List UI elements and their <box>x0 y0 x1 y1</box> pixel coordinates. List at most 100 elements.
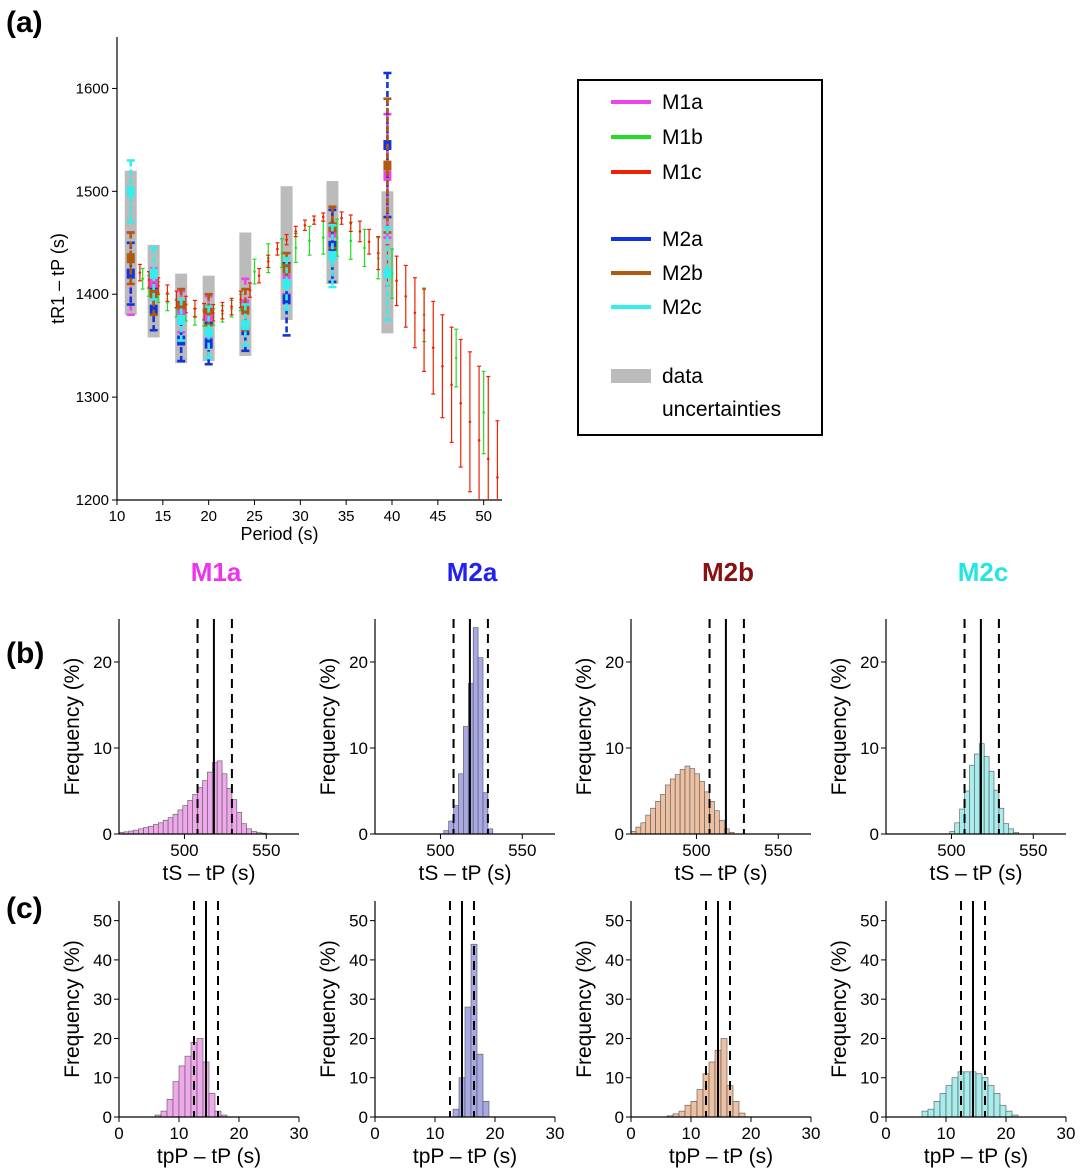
x-tick-label: 10 <box>426 1124 445 1143</box>
point-M1c <box>367 228 372 255</box>
y-axis-title: tR1 – tP (s) <box>48 233 68 324</box>
point-M1c <box>229 297 234 316</box>
histogram-bar <box>482 1100 490 1118</box>
point-M1c <box>275 242 280 256</box>
marker <box>422 328 426 332</box>
x-tick-label: 10 <box>682 1124 701 1143</box>
marker <box>138 271 142 274</box>
histogram-bar <box>988 770 995 835</box>
marker <box>253 270 256 273</box>
histogram-bar <box>157 822 164 835</box>
y-tick-label: 10 <box>93 739 112 758</box>
marker <box>363 246 366 250</box>
histogram-bar <box>933 1100 941 1118</box>
y-axis-title: Frequency (%) <box>61 658 84 796</box>
marker <box>294 230 298 233</box>
x-tick-label: 15 <box>154 508 171 525</box>
y-tick-label: 0 <box>615 1108 624 1127</box>
point-M2c <box>328 223 337 289</box>
point-M1c <box>220 301 225 320</box>
histogram-bar <box>957 1071 965 1118</box>
marker <box>358 230 362 233</box>
legend-label: M2c <box>662 296 702 319</box>
x-tick-label: 0 <box>114 1124 123 1143</box>
legend-label: M1a <box>662 91 703 114</box>
y-tick-label: 10 <box>349 739 368 758</box>
histogram-bar <box>690 1100 698 1118</box>
histogram-bar <box>226 788 233 835</box>
point-M2b <box>126 231 135 286</box>
x-tick-label: 0 <box>881 1124 890 1143</box>
y-tick-label: 30 <box>605 990 624 1009</box>
histogram-panel: M1a 0 10 20 500 550 tS – tP (s) Frequency (%) <box>61 557 299 885</box>
y-tick-label: 20 <box>860 1029 879 1048</box>
point-M1b <box>252 258 257 285</box>
histogram-bar <box>1003 823 1010 835</box>
y-tick-label: 30 <box>93 990 112 1009</box>
y-tick-label: 40 <box>605 951 624 970</box>
x-axis-title: tpP – tP (s) <box>157 1145 261 1168</box>
marker <box>312 218 316 222</box>
marker <box>486 457 490 461</box>
histogram-bar <box>470 943 478 1118</box>
point-M1c <box>266 254 271 269</box>
point-M2c <box>126 159 135 224</box>
legend-label: uncertainties <box>662 398 781 421</box>
point-M1c <box>412 277 417 349</box>
y-tick-label: 1600 <box>76 80 109 97</box>
histogram-bar <box>153 824 159 835</box>
histogram-bar <box>464 1006 472 1118</box>
histogram-bar <box>148 825 154 835</box>
x-tick-label: 550 <box>252 841 280 860</box>
x-tick-label: 45 <box>429 508 446 525</box>
y-axis-title: Frequency (%) <box>317 940 340 1078</box>
panel-title: M2b <box>702 557 754 587</box>
y-tick-label: 30 <box>860 990 879 1009</box>
y-tick-label: 0 <box>870 825 879 844</box>
x-tick-label: 30 <box>802 1124 821 1143</box>
point-M1b <box>140 267 145 290</box>
histogram-bar <box>182 805 189 835</box>
y-tick-label: 1300 <box>76 389 109 406</box>
x-tick-label: 500 <box>426 841 454 860</box>
panel-title: M2c <box>958 557 1009 587</box>
legend: M1a M1b M1c M2a M2b M2c data uncertainties <box>577 79 823 436</box>
point-M2c <box>177 298 186 342</box>
x-tick-label: 550 <box>1019 841 1047 860</box>
chart-a: 1200 1300 1400 1500 1600 10 15 20 25 30 35 40 45 50 Pe… <box>48 37 823 544</box>
histogram-bar <box>452 1108 460 1118</box>
histogram-bar <box>177 809 184 835</box>
histogram-bar <box>246 828 252 835</box>
legend-label: M2a <box>662 228 703 251</box>
histogram-bar <box>684 1104 692 1118</box>
histogram-bar <box>696 1089 704 1118</box>
histogram-bar <box>714 810 720 835</box>
histogram-panel: M2c 0 10 20 500 550 tS – tP (s) Frequency (%) <box>828 557 1066 885</box>
legend-swatch <box>611 369 651 383</box>
y-tick-label: 50 <box>605 912 624 931</box>
marker <box>349 221 353 225</box>
point-M1b <box>307 225 312 256</box>
marker <box>177 314 186 325</box>
histogram-bar <box>482 792 489 835</box>
x-tick-label: 500 <box>682 841 710 860</box>
histogram-bar <box>178 1065 186 1118</box>
y-tick-label: 10 <box>860 1069 879 1088</box>
marker <box>126 253 135 264</box>
x-tick-label: 35 <box>338 508 355 525</box>
point-M2c <box>282 256 291 311</box>
marker <box>285 238 288 241</box>
x-axis-title: tS – tP (s) <box>419 862 512 885</box>
histogram-bar <box>138 828 144 835</box>
histogram-panel: 0 10 20 30 40 50 0 10 20 30 tpP – tP (s) Frequency … <box>573 901 820 1168</box>
point-M1c <box>477 365 482 500</box>
histogram-bar <box>172 813 179 835</box>
x-tick-label: 20 <box>230 1124 249 1143</box>
histogram-bar <box>660 794 666 835</box>
histogram-bar <box>187 800 193 835</box>
point-M1c <box>403 264 408 328</box>
marker <box>221 309 224 312</box>
y-tick-label: 10 <box>605 739 624 758</box>
marker <box>276 247 279 251</box>
histogram-panel: 0 10 20 30 40 50 0 10 20 30 tpP – tP (s) Frequency … <box>317 901 564 1168</box>
